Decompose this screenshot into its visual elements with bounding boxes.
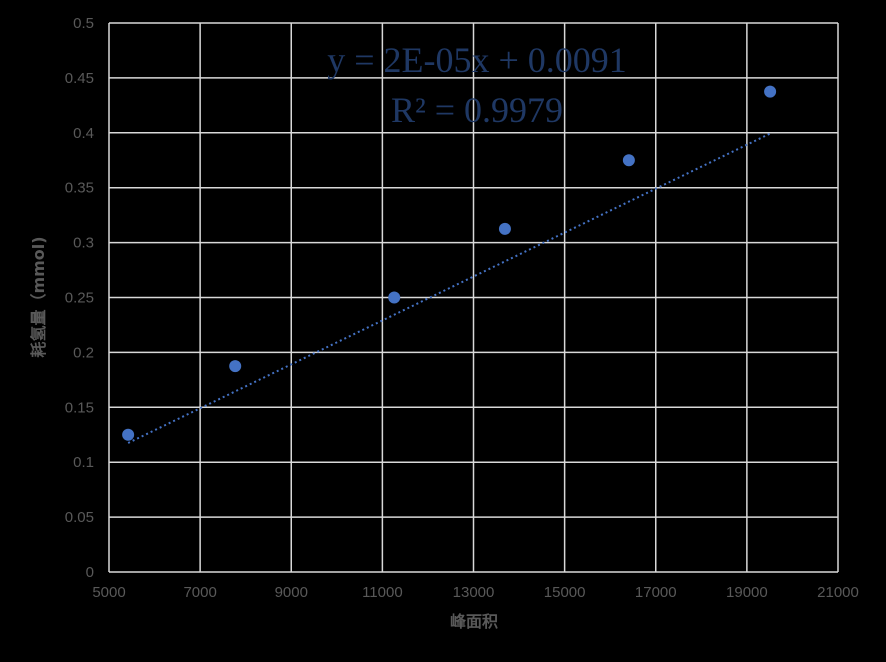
y-tick-label: 0.05: [65, 509, 94, 526]
x-axis-title: 峰面积: [450, 612, 498, 631]
y-tick-label: 0.4: [73, 125, 94, 142]
trendline-equation: y = 2E-05x + 0.0091: [327, 40, 627, 80]
data-point: [622, 154, 635, 167]
y-tick-label: 0.45: [65, 70, 94, 87]
r-squared-label: R² = 0.9979: [391, 90, 563, 130]
data-points: [122, 85, 777, 441]
linear-trendline: [127, 132, 771, 444]
x-tick-label: 5000: [92, 584, 125, 601]
data-point: [229, 360, 242, 373]
x-tick-label: 17000: [635, 584, 677, 601]
x-tick-label: 19000: [726, 584, 768, 601]
y-tick-label: 0.35: [65, 180, 94, 197]
y-tick-label: 0.5: [73, 15, 94, 32]
data-point: [764, 85, 777, 98]
y-axis-title: 耗氢量（mmol): [29, 236, 48, 357]
y-tick-label: 0.1: [73, 454, 94, 471]
x-tick-label: 7000: [183, 584, 216, 601]
x-tick-label: 15000: [544, 584, 586, 601]
trendline: [127, 132, 771, 444]
y-tick-label: 0: [86, 564, 94, 581]
y-tick-label: 0.25: [65, 290, 94, 307]
data-point: [498, 222, 511, 235]
x-axis-tick-labels: 5000 7000 9000 11000 13000 15000 17000 19000 210…: [92, 584, 859, 601]
y-tick-label: 0.2: [73, 344, 94, 361]
data-point: [122, 428, 135, 441]
x-tick-label: 9000: [275, 584, 308, 601]
x-tick-label: 11000: [362, 584, 403, 601]
gridlines: [108, 22, 839, 573]
x-tick-label: 21000: [817, 584, 859, 601]
y-axis-tick-labels: 0 0.05 0.1 0.15 0.2 0.25 0.3 0.35 0.4 0.45 0.5: [65, 15, 94, 581]
x-tick-label: 13000: [453, 584, 495, 601]
y-tick-label: 0.15: [65, 399, 94, 416]
y-tick-label: 0.3: [73, 235, 94, 252]
data-point: [388, 291, 401, 304]
